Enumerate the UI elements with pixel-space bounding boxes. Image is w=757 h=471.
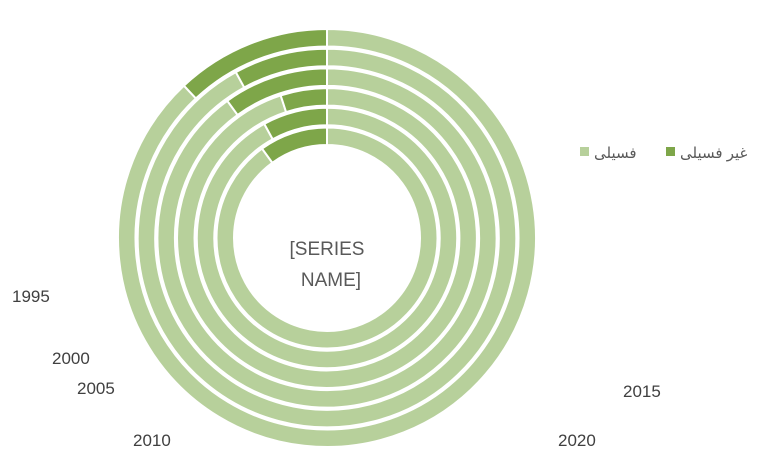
center-label-line-2: NAME]: [301, 270, 361, 291]
ring-1995-slice-fossil: [215, 126, 439, 350]
ring-2000-slice-fossil: [195, 106, 459, 370]
ring-2015-slice-non-fossil: [234, 47, 328, 89]
legend-swatch-fossil: [580, 147, 589, 156]
legend-label-fossil: فسیلی: [594, 145, 637, 162]
ring-label-1995: 1995: [12, 287, 50, 306]
ring-2005-slice-non-fossil: [279, 87, 328, 114]
ring-label-2000: 2000: [52, 349, 90, 368]
ring-2000-slice-non-fossil: [262, 106, 328, 141]
ring-label-2015: 2015: [623, 382, 661, 401]
ring-1995-slice-non-fossil: [260, 126, 328, 165]
center-label-line-1: [SERIES: [290, 239, 365, 260]
legend-swatch-non-fossil: [666, 147, 675, 156]
ring-label-2020: 2020: [558, 431, 596, 450]
ring-label-2010: 2010: [133, 431, 171, 450]
ring-2015-slice-fossil: [136, 47, 518, 429]
legend: فسیلی غیر فسیلی: [580, 145, 748, 162]
ring-2010-slice-fossil: [156, 67, 498, 409]
ring-label-2005: 2005: [77, 379, 115, 398]
ring-2020-slice-fossil: [117, 27, 537, 448]
ring-2020-slice-non-fossil: [182, 27, 328, 100]
ring-group: [117, 27, 537, 448]
ring-2005-slice-fossil: [176, 87, 478, 389]
legend-label-non-fossil: غیر فسیلی: [680, 145, 748, 162]
ring-2010-slice-non-fossil: [225, 67, 328, 117]
